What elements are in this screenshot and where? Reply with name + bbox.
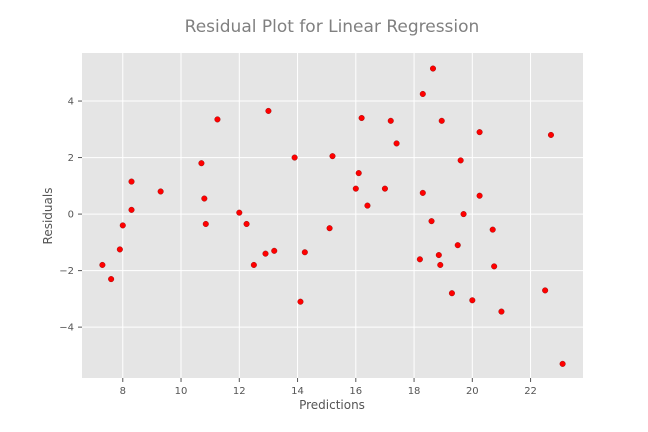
x-axis-ticks: 8 10 12 14 16 18 20 22 [120, 378, 537, 397]
data-point [301, 249, 308, 256]
data-point [355, 170, 362, 177]
y-tick-label: 2 [68, 153, 74, 164]
data-point [460, 211, 467, 218]
x-axis-label: Predictions [299, 398, 365, 412]
data-point [99, 261, 106, 268]
data-point [498, 308, 505, 315]
data-point [559, 360, 566, 367]
data-point [119, 222, 126, 229]
data-point [419, 90, 426, 97]
data-point [364, 202, 371, 209]
data-point [128, 206, 135, 213]
x-tick-label: 22 [524, 386, 537, 397]
data-point [358, 114, 365, 121]
grid-lines [82, 53, 583, 378]
data-point [352, 185, 359, 192]
data-point [457, 157, 464, 164]
data-point [435, 252, 442, 259]
data-point [326, 225, 333, 232]
data-point [437, 261, 444, 268]
data-point [542, 287, 549, 294]
data-point [108, 276, 115, 283]
data-point [491, 263, 498, 270]
data-point [243, 220, 250, 227]
y-tick-label: 0 [68, 210, 74, 221]
data-point [236, 209, 243, 216]
data-point [387, 117, 394, 124]
data-point [428, 218, 435, 225]
data-point [393, 140, 400, 147]
data-point [476, 192, 483, 199]
data-point [454, 242, 461, 249]
y-tick-label: 4 [68, 97, 74, 108]
data-point [250, 261, 257, 268]
data-points [99, 65, 566, 367]
data-point [381, 185, 388, 192]
x-tick-label: 20 [466, 386, 479, 397]
x-tick-label: 14 [291, 386, 304, 397]
data-point [297, 298, 304, 305]
y-axis-ticks: −4 −2 0 2 4 [59, 97, 82, 334]
x-tick-label: 18 [408, 386, 421, 397]
data-point [438, 117, 445, 124]
x-tick-label: 12 [233, 386, 246, 397]
x-tick-label: 8 [120, 386, 126, 397]
data-point [429, 65, 436, 72]
y-tick-label: −2 [59, 266, 74, 277]
chart-title: Residual Plot for Linear Regression [185, 17, 480, 37]
data-point [419, 189, 426, 196]
data-point [329, 153, 336, 160]
data-point [448, 290, 455, 297]
data-point [128, 178, 135, 185]
data-point [476, 129, 483, 136]
data-point [489, 226, 496, 233]
data-point [271, 247, 278, 254]
x-tick-label: 16 [349, 386, 362, 397]
data-point [291, 154, 298, 161]
plot-area [82, 53, 583, 378]
data-point [201, 195, 208, 202]
data-point [262, 250, 269, 257]
data-point [214, 116, 221, 123]
data-point [469, 297, 476, 304]
data-point [157, 188, 164, 195]
y-axis-label: Residuals [41, 188, 55, 245]
y-tick-label: −4 [59, 323, 74, 334]
data-point [116, 246, 123, 253]
data-point [202, 220, 209, 227]
data-point [547, 131, 554, 138]
data-point [198, 160, 205, 167]
x-tick-label: 10 [175, 386, 188, 397]
data-point [416, 256, 423, 263]
data-point [265, 107, 272, 114]
